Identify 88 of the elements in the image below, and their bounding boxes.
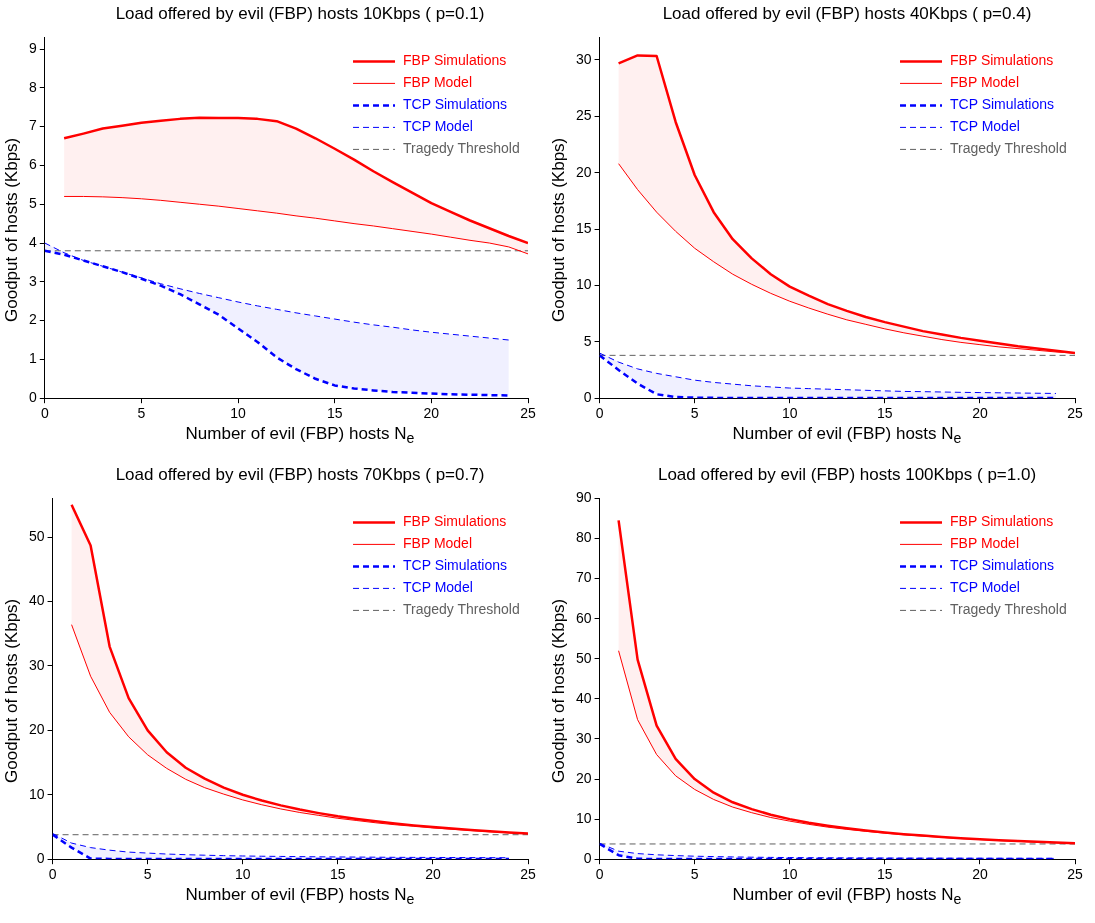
y-tick-label: 4 bbox=[28, 233, 37, 250]
legend-label: FBP Simulations bbox=[950, 513, 1054, 530]
y-tick-label: 0 bbox=[36, 850, 45, 867]
y-tick-label: 70 bbox=[575, 569, 592, 586]
y-axis-title: Goodput of hosts (Kbps) bbox=[2, 136, 22, 325]
y-tick-label: 30 bbox=[575, 50, 592, 67]
x-axis-title: Number of evil (FBP) hosts N$_{e}$ bbox=[731, 885, 963, 908]
y-tick-label: 20 bbox=[575, 769, 592, 786]
legend-label: Tragedy Threshold bbox=[950, 140, 1067, 157]
legend-label: TCP Model bbox=[950, 579, 1020, 596]
chart-title: Load offered by evil (FBP) hosts 100Kbps ( p=1.0) bbox=[656, 465, 1038, 485]
x-tick-label: 10 bbox=[234, 866, 251, 883]
legend-label: TCP Simulations bbox=[950, 96, 1055, 113]
x-tick-label: 5 bbox=[137, 405, 146, 422]
y-tick-label: 2 bbox=[28, 311, 37, 328]
y-tick-label: 5 bbox=[583, 332, 592, 349]
y-tick-label: 20 bbox=[575, 163, 592, 180]
y-tick-label: 7 bbox=[28, 117, 37, 134]
x-tick-label: 5 bbox=[143, 866, 152, 883]
legend-label: TCP Model bbox=[403, 118, 473, 135]
x-axis-title: Number of evil (FBP) hosts N$_{e}$ bbox=[184, 424, 416, 447]
y-tick-label: 10 bbox=[575, 276, 592, 293]
x-tick-label: 0 bbox=[595, 405, 604, 422]
x-tick-label: 10 bbox=[781, 405, 798, 422]
y-tick-label: 40 bbox=[575, 689, 592, 706]
y-tick-label: 50 bbox=[575, 649, 592, 666]
legend-label: FBP Simulations bbox=[950, 52, 1054, 69]
chart-title: Load offered by evil (FBP) hosts 70Kbps ( p=0.7) bbox=[114, 465, 486, 485]
y-tick-label: 60 bbox=[575, 609, 592, 626]
y-tick-label: 1 bbox=[28, 350, 37, 367]
x-tick-label: 15 bbox=[877, 405, 893, 422]
y-tick-label: 3 bbox=[28, 272, 37, 289]
x-tick-label: 25 bbox=[520, 866, 536, 883]
x-tick-label: 20 bbox=[423, 405, 440, 422]
legend-label: Tragedy Threshold bbox=[403, 140, 520, 157]
y-tick-label: 30 bbox=[575, 729, 592, 746]
y-tick-label: 20 bbox=[28, 721, 45, 738]
y-tick-label: 30 bbox=[28, 656, 45, 673]
x-tick-label: 15 bbox=[326, 405, 343, 422]
y-tick-label: 50 bbox=[28, 527, 45, 544]
legend-label: FBP Model bbox=[950, 535, 1020, 552]
y-axis-title: Goodput of hosts (Kbps) bbox=[549, 597, 569, 786]
y-tick-label: 9 bbox=[28, 39, 37, 56]
legend-label: TCP Model bbox=[403, 579, 473, 596]
x-tick-label: 15 bbox=[877, 866, 893, 883]
x-tick-label: 20 bbox=[972, 866, 988, 883]
x-tick-label: 25 bbox=[1067, 866, 1083, 883]
y-tick-label: 15 bbox=[575, 219, 592, 236]
x-tick-label: 0 bbox=[48, 866, 57, 883]
x-tick-label: 20 bbox=[972, 405, 988, 422]
legend-label: TCP Simulations bbox=[403, 96, 508, 113]
y-tick-label: 40 bbox=[28, 592, 45, 609]
legend-label: FBP Simulations bbox=[403, 52, 507, 69]
y-tick-label: 8 bbox=[28, 78, 37, 95]
y-tick-label: 0 bbox=[583, 850, 592, 867]
y-tick-label: 0 bbox=[583, 389, 592, 406]
x-axis-title: Number of evil (FBP) hosts N$_{e}$ bbox=[731, 424, 963, 447]
legend-label: TCP Simulations bbox=[403, 557, 508, 574]
y-tick-label: 0 bbox=[28, 389, 37, 406]
y-tick-label: 5 bbox=[28, 195, 37, 212]
y-tick-label: 80 bbox=[575, 529, 592, 546]
x-axis-title: Number of evil (FBP) hosts N$_{e}$ bbox=[184, 885, 416, 908]
x-tick-label: 0 bbox=[595, 866, 604, 883]
chart-title: Load offered by evil (FBP) hosts 10Kbps ( p=0.1) bbox=[114, 4, 486, 24]
x-tick-label: 5 bbox=[690, 866, 699, 883]
x-tick-label: 15 bbox=[330, 866, 346, 883]
x-tick-label: 5 bbox=[690, 405, 699, 422]
x-tick-label: 10 bbox=[230, 405, 247, 422]
legend-label: FBP Model bbox=[403, 74, 473, 91]
y-tick-label: 90 bbox=[575, 489, 592, 506]
legend-label: Tragedy Threshold bbox=[403, 601, 520, 618]
y-tick-label: 10 bbox=[575, 809, 592, 826]
y-axis-title: Goodput of hosts (Kbps) bbox=[549, 136, 569, 325]
legend-label: FBP Simulations bbox=[403, 513, 507, 530]
legend-label: FBP Model bbox=[403, 535, 473, 552]
x-tick-label: 10 bbox=[781, 866, 798, 883]
x-tick-label: 20 bbox=[425, 866, 441, 883]
y-tick-label: 6 bbox=[28, 156, 37, 173]
legend-label: Tragedy Threshold bbox=[950, 601, 1067, 618]
legend-label: TCP Simulations bbox=[950, 557, 1055, 574]
y-tick-label: 25 bbox=[575, 107, 592, 124]
chart-title: Load offered by evil (FBP) hosts 40Kbps ( p=0.4) bbox=[661, 4, 1033, 24]
x-tick-label: 25 bbox=[520, 405, 536, 422]
legend-label: FBP Model bbox=[950, 74, 1020, 91]
legend-label: TCP Model bbox=[950, 118, 1020, 135]
x-tick-label: 25 bbox=[1067, 405, 1083, 422]
y-axis-title: Goodput of hosts (Kbps) bbox=[2, 597, 22, 786]
y-tick-label: 10 bbox=[28, 785, 45, 802]
